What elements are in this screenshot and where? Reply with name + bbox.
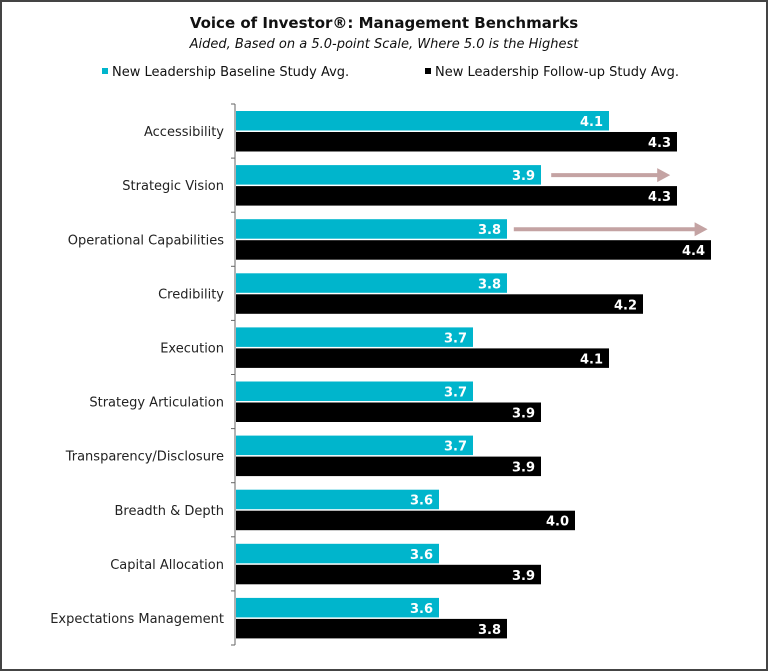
- baseline-bar: [236, 273, 507, 293]
- data-label: 3.9: [512, 169, 535, 184]
- data-label: 4.0: [546, 515, 569, 530]
- followup-bar: [236, 564, 541, 585]
- followup-bar: [236, 456, 541, 477]
- data-label: 3.7: [444, 440, 467, 455]
- data-label: 4.4: [682, 244, 705, 259]
- legend-label-followup: New Leadership Follow-up Study Avg.: [435, 65, 679, 80]
- data-label: 3.8: [478, 623, 501, 638]
- baseline-bar: [236, 435, 473, 456]
- data-label: 4.3: [648, 190, 671, 205]
- followup-bar: [236, 618, 507, 639]
- category-label: Execution: [160, 341, 224, 356]
- baseline-bar: [236, 597, 439, 618]
- category-label: Expectations Management: [50, 612, 224, 627]
- chart-title: Voice of Investor®: Management Benchmark…: [190, 14, 578, 32]
- data-label: 3.8: [478, 223, 501, 238]
- baseline-bar: [236, 381, 473, 401]
- followup-bar: [236, 348, 609, 368]
- category-label: Accessibility: [144, 125, 224, 140]
- data-label: 3.9: [512, 407, 535, 422]
- followup-bar: [236, 510, 575, 531]
- legend-label-baseline: New Leadership Baseline Study Avg.: [112, 65, 349, 80]
- followup-bar: [236, 132, 677, 152]
- baseline-bar: [236, 327, 473, 347]
- data-label: 4.2: [614, 298, 637, 313]
- baseline-bar: [236, 111, 609, 131]
- category-label: Strategy Articulation: [89, 396, 224, 411]
- baseline-bar: [236, 165, 541, 185]
- arrow-head-icon: [694, 222, 708, 237]
- plot-area: Accessibility 4.1 4.3 Strategic Vision 3.9 4.…: [50, 103, 711, 646]
- baseline-bar: [236, 489, 439, 510]
- baseline-bar: [236, 219, 507, 239]
- data-label: 3.6: [410, 548, 433, 563]
- data-label: 3.8: [478, 277, 501, 292]
- category-label: Strategic Vision: [122, 179, 224, 194]
- data-label: 4.3: [648, 136, 671, 151]
- data-label: 3.6: [410, 602, 433, 617]
- followup-bar: [236, 294, 643, 314]
- followup-bar: [236, 186, 677, 206]
- legend-swatch-followup: [425, 68, 431, 74]
- data-label: 4.1: [580, 352, 603, 367]
- data-label: 4.1: [580, 115, 603, 130]
- category-label: Credibility: [158, 287, 224, 302]
- followup-bar: [236, 240, 711, 260]
- arrow-head-icon: [657, 168, 671, 183]
- category-label: Transparency/Disclosure: [65, 450, 224, 465]
- baseline-bar: [236, 543, 439, 564]
- data-label: 3.9: [512, 569, 535, 584]
- data-label: 3.9: [512, 461, 535, 476]
- category-label: Capital Allocation: [110, 558, 224, 573]
- data-label: 3.7: [444, 386, 467, 401]
- data-label: 3.6: [410, 494, 433, 509]
- category-label: Breadth & Depth: [114, 504, 224, 519]
- followup-bar: [236, 402, 541, 422]
- legend-swatch-baseline: [102, 68, 108, 74]
- data-label: 3.7: [444, 331, 467, 346]
- category-label: Operational Capabilities: [68, 233, 224, 248]
- chart-subtitle: Aided, Based on a 5.0-point Scale, Where…: [189, 37, 580, 52]
